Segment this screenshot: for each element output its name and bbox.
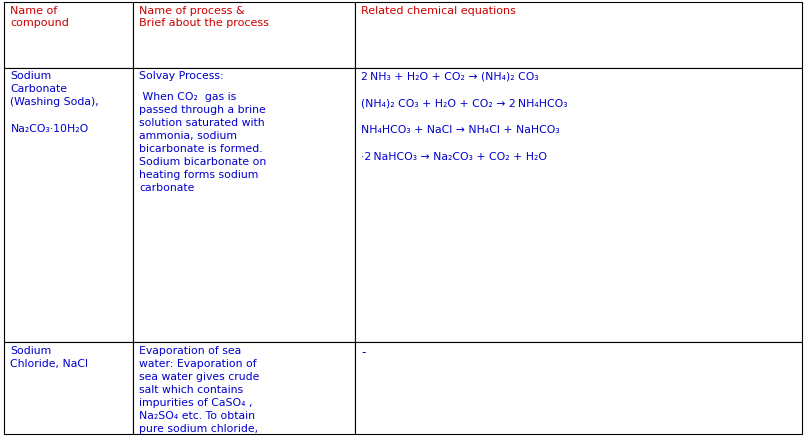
Text: -: - [361,346,366,359]
Bar [355,342,802,434]
Text: Sodium
Chloride, NaCl: Sodium Chloride, NaCl [10,346,89,369]
Bar [4,2,133,68]
Text: 2 NH₃ + H₂O + CO₂ → (NH₄)₂ CO₃: 2 NH₃ + H₂O + CO₂ → (NH₄)₂ CO₃ [361,71,538,81]
Bar [4,68,133,342]
Text: Name of
compound: Name of compound [10,6,69,28]
Text: When CO₂  gas is
passed through a brine
solution saturated with
ammonia, sodium
: When CO₂ gas is passed through a brine s… [139,92,267,193]
Bar [4,342,133,434]
Text: Name of process &
Brief about the process: Name of process & Brief about the proces… [139,6,269,28]
Text: Evaporation of sea
water: Evaporation of
sea water gives crude
salt which contai: Evaporation of sea water: Evaporation of… [139,346,260,434]
Text: (NH₄)₂ CO₃ + H₂O + CO₂ → 2 NH₄HCO₃: (NH₄)₂ CO₃ + H₂O + CO₂ → 2 NH₄HCO₃ [361,98,567,108]
Text: Related chemical equations: Related chemical equations [361,6,516,16]
Text: NH₄HCO₃ + NaCl → NH₄Cl + NaHCO₃: NH₄HCO₃ + NaCl → NH₄Cl + NaHCO₃ [361,125,559,135]
Text: Solvay Process:: Solvay Process: [139,71,224,81]
Bar [133,342,355,434]
Bar [355,68,802,342]
Bar [133,68,355,342]
Text: Sodium
Carbonate
(Washing Soda),

Na₂CO₃·10H₂O: Sodium Carbonate (Washing Soda), Na₂CO₃·… [10,71,99,134]
Text: ·2 NaHCO₃ → Na₂CO₃ + CO₂ + H₂O: ·2 NaHCO₃ → Na₂CO₃ + CO₂ + H₂O [361,152,547,162]
Bar [133,2,355,68]
Bar [355,2,802,68]
